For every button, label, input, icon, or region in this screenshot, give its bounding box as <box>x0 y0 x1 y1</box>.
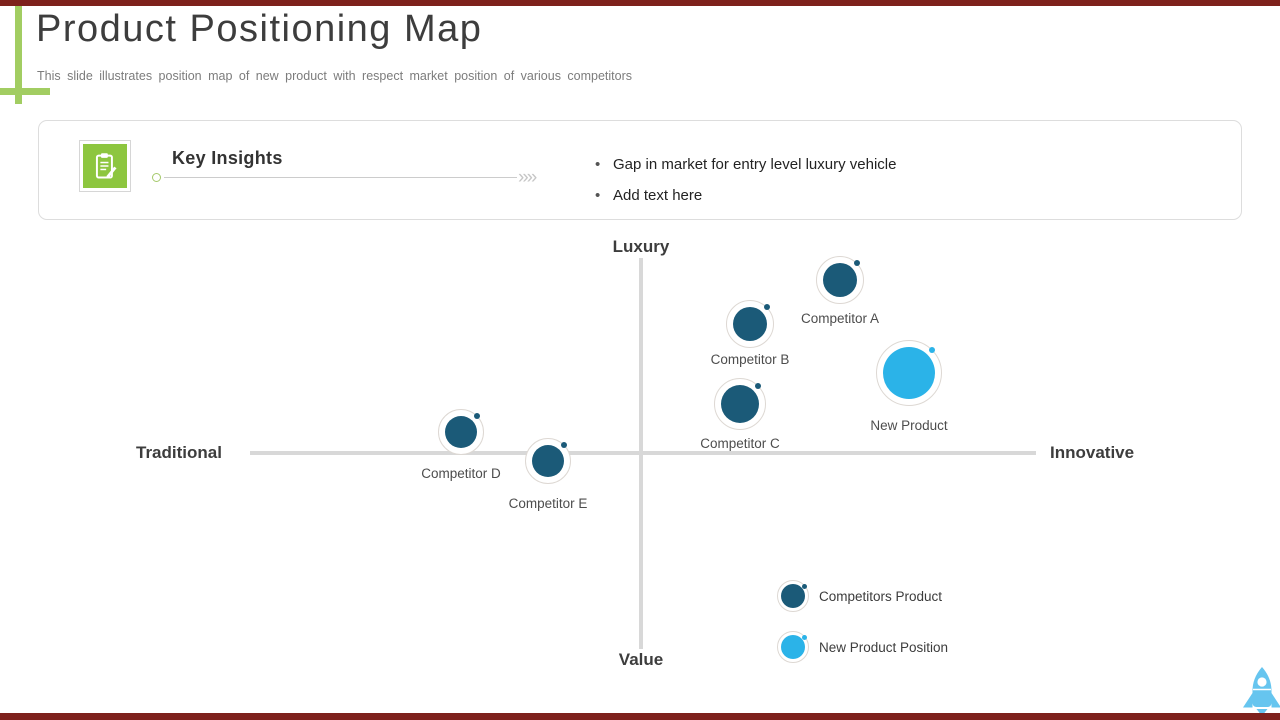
bottom-edge-bar <box>0 713 1280 720</box>
axis-label-innovative: Innovative <box>1050 443 1135 462</box>
chevrons-right-icon: ›››› <box>518 167 537 188</box>
clipboard-icon <box>79 140 131 192</box>
marker-accent-dot <box>929 346 936 353</box>
data-point-competitor-a: Competitor A <box>801 256 879 326</box>
axis-label-value: Value <box>618 650 664 669</box>
legend-marker-circle <box>781 635 805 659</box>
insight-bullet: Gap in market for entry level luxury veh… <box>594 149 896 180</box>
axis-label-luxury: Luxury <box>612 237 670 256</box>
legend-marker-circle <box>781 584 805 608</box>
top-edge-bar <box>0 0 1280 6</box>
data-point-circle <box>721 385 759 423</box>
data-point-circle <box>532 445 564 477</box>
data-point-new-product: New Product <box>870 340 948 433</box>
data-point-label: Competitor D <box>421 466 501 481</box>
cross-decoration-vertical <box>15 0 22 104</box>
legend-accent-dot <box>802 635 807 640</box>
marker-accent-dot <box>474 412 481 419</box>
insight-bullet: Add text here <box>594 180 896 211</box>
page-title: Product Positioning Map <box>36 8 483 50</box>
clipboard-pencil-glyph <box>95 153 117 179</box>
cross-decoration-horizontal <box>0 88 50 95</box>
insights-bullets: Gap in market for entry level luxury veh… <box>594 149 896 211</box>
marker-accent-dot <box>764 303 771 310</box>
data-point-circle <box>823 263 857 297</box>
data-point-label: Competitor C <box>700 436 780 451</box>
data-point-label: Competitor A <box>800 311 880 326</box>
data-point-circle <box>445 416 477 448</box>
marker-accent-dot <box>561 441 568 448</box>
lead-line-decoration <box>164 177 517 178</box>
data-point-competitor-d: Competitor D <box>421 409 501 481</box>
axis-label-traditional: Traditional <box>136 443 222 462</box>
data-point-label: Competitor E <box>508 496 588 511</box>
page-subtitle: This slide illustrates position map of n… <box>37 69 633 83</box>
legend-label: New Product Position <box>819 639 949 655</box>
data-point-label: Competitor B <box>710 352 790 367</box>
data-point-label: New Product <box>870 418 948 433</box>
legend-item: Competitors Product <box>777 580 942 612</box>
marker-accent-dot <box>854 259 861 266</box>
data-point-circle <box>733 307 767 341</box>
legend-marker <box>777 580 809 612</box>
legend-label: Competitors Product <box>819 588 943 604</box>
insights-heading: Key Insights <box>172 148 283 168</box>
key-insights-panel: Key Insights ›››› Gap in market for entr… <box>38 120 1242 220</box>
line-start-circle <box>152 173 161 182</box>
horizontal-axis-line <box>250 451 1036 455</box>
clipboard-icon-background <box>83 144 127 188</box>
legend-accent-dot <box>802 584 807 589</box>
marker-accent-dot <box>755 382 762 389</box>
data-point-circle <box>883 347 935 399</box>
legend-item: New Product Position <box>777 631 948 663</box>
rocket-icon <box>1243 667 1280 716</box>
data-point-competitor-c: Competitor C <box>700 378 780 451</box>
data-point-competitor-b: Competitor B <box>711 300 789 367</box>
data-point-competitor-e: Competitor E <box>509 438 587 511</box>
legend-marker <box>777 631 809 663</box>
